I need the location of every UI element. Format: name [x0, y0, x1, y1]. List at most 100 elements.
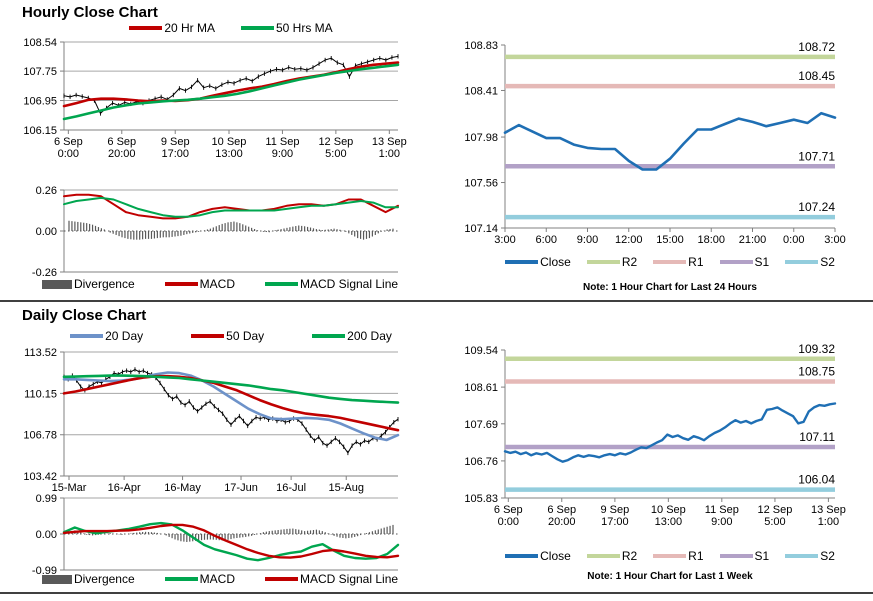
y-tick-label: 106.76	[464, 456, 498, 468]
x-tick-label: 11 Sep 9:00	[705, 504, 739, 528]
series-line-close-price	[63, 368, 399, 454]
band-value-label-s1: 107.71	[798, 149, 835, 163]
x-tick-label: 15-Mar	[52, 482, 87, 494]
series-line-50-hrs-ma	[62, 63, 400, 121]
legend-label: S1	[754, 549, 770, 563]
daily-levels-legend: Close R2 R1 S1 S2	[505, 549, 835, 563]
legend-swatch-icon	[41, 279, 72, 289]
legend-swatch-icon	[41, 574, 72, 584]
series-line-close	[503, 111, 837, 171]
legend-label: S1	[754, 255, 770, 269]
legend-label: MACD	[199, 277, 235, 291]
legend-swatch-icon	[653, 553, 687, 559]
legend-label: 50 Hrs MA	[276, 21, 333, 35]
y-tick-label: 105.83	[464, 493, 498, 505]
legend-label: MACD	[199, 572, 235, 586]
legend-swatch-icon	[312, 333, 346, 339]
legend-item-s1: S1	[719, 549, 770, 563]
legend-item-macd-signal-line: MACD Signal Line	[265, 572, 398, 586]
x-tick-label: 3:00	[824, 234, 845, 246]
legend-label: R1	[688, 549, 704, 563]
y-tick-label: 0.00	[36, 226, 57, 238]
legend-swatch-icon	[719, 553, 753, 559]
y-tick-label: 108.41	[464, 85, 498, 97]
legend-item-r1: R1	[653, 255, 704, 269]
legend-label: Close	[540, 549, 571, 563]
x-tick-label: 16-Apr	[108, 482, 141, 494]
legend-label: R2	[621, 255, 638, 269]
series-line-macd-signal-line	[63, 196, 399, 218]
y-tick-label: 106.95	[23, 96, 57, 108]
y-tick-label: 110.15	[24, 388, 57, 400]
x-tick-label: 11 Sep 9:00	[265, 136, 299, 160]
legend-item-close: Close	[505, 255, 571, 269]
x-tick-label: 3:00	[494, 234, 515, 246]
legend-item-20-day: 20 Day	[70, 329, 143, 343]
band-value-label-s2: 106.04	[798, 473, 835, 487]
legend-swatch-icon	[719, 259, 753, 265]
band-value-label-r1: 108.75	[798, 365, 835, 379]
legend-label: R2	[621, 549, 638, 563]
x-tick-label: 6 Sep 20:00	[547, 504, 576, 528]
y-tick-label: 107.98	[464, 132, 498, 144]
series-line-20-hr-ma	[62, 61, 400, 108]
section-divider	[0, 300, 873, 302]
legend-swatch-icon	[586, 553, 620, 559]
x-tick-label: 10 Sep 13:00	[651, 504, 686, 528]
legend-item-50-hrs-ma: 50 Hrs MA	[241, 21, 333, 35]
hourly-close-chart: 108.54 107.75 106.95 106.156 Sep 0:00 6 Sep 20…	[23, 37, 406, 160]
y-tick-label: 0.00	[36, 529, 57, 541]
y-tick-label: 108.54	[23, 37, 57, 49]
series-line-50-day	[62, 374, 400, 432]
x-tick-label: 9 Sep 17:00	[601, 504, 630, 528]
series-line-20-day	[62, 371, 400, 442]
legend-swatch-icon	[70, 333, 104, 339]
x-tick-label: 13 Sep 1:00	[811, 504, 846, 528]
daily-macd-chart: 0.99 0.00 -0.99	[32, 493, 400, 577]
y-tick-label: 106.15	[23, 125, 57, 137]
legend-label: 200 Day	[347, 329, 392, 343]
hourly-section-title: Hourly Close Chart	[22, 4, 158, 21]
x-tick-label: 6:00	[536, 234, 557, 246]
hourly-ma-legend: 20 Hr MA 50 Hrs MA	[64, 21, 398, 35]
legend-label: Divergence	[73, 277, 135, 291]
y-tick-label: 113.52	[24, 347, 57, 359]
legend-label: S2	[820, 549, 835, 563]
legend-item-divergence: Divergence	[41, 572, 135, 586]
band-value-label-r2: 109.32	[798, 342, 835, 356]
y-tick-label: 0.26	[36, 185, 57, 197]
legend-item-macd: MACD	[164, 572, 235, 586]
series-line-200-day	[62, 374, 400, 404]
x-tick-label: 15-Aug	[328, 482, 363, 494]
x-tick-label: 12 Sep 5:00	[318, 136, 353, 160]
band-value-label-r2: 108.72	[798, 40, 835, 54]
hourly-levels-note: Note: 1 Hour Chart for Last 24 Hours	[583, 282, 757, 293]
legend-swatch-icon	[164, 576, 198, 582]
x-tick-label: 9 Sep 17:00	[161, 136, 190, 160]
x-tick-label: 12:00	[615, 234, 643, 246]
x-tick-label: 9:00	[577, 234, 598, 246]
legend-item-close: Close	[505, 549, 571, 563]
series-line-macd	[63, 193, 399, 220]
y-tick-label: 0.99	[36, 493, 57, 505]
daily-levels-note: Note: 1 Hour Chart for Last 1 Week	[587, 571, 753, 582]
band-value-label-r1: 108.45	[798, 69, 835, 83]
x-tick-label: 6 Sep 0:00	[54, 136, 83, 160]
band-value-label-s2: 107.24	[798, 200, 835, 214]
legend-label: S2	[820, 255, 835, 269]
daily-section-title: Daily Close Chart	[22, 307, 147, 324]
x-tick-label: 0:00	[783, 234, 804, 246]
legend-item-macd-signal-line: MACD Signal Line	[265, 277, 398, 291]
hourly-levels-legend: Close R2 R1 S1 S2	[505, 255, 835, 269]
legend-item-r2: R2	[586, 255, 638, 269]
y-tick-label: 109.54	[464, 345, 498, 357]
y-tick-label: -0.99	[32, 565, 57, 577]
legend-swatch-icon	[785, 553, 819, 559]
legend-swatch-icon	[785, 259, 819, 265]
legend-swatch-icon	[586, 259, 620, 265]
legend-label: MACD Signal Line	[300, 277, 399, 291]
legend-swatch-icon	[505, 553, 539, 559]
